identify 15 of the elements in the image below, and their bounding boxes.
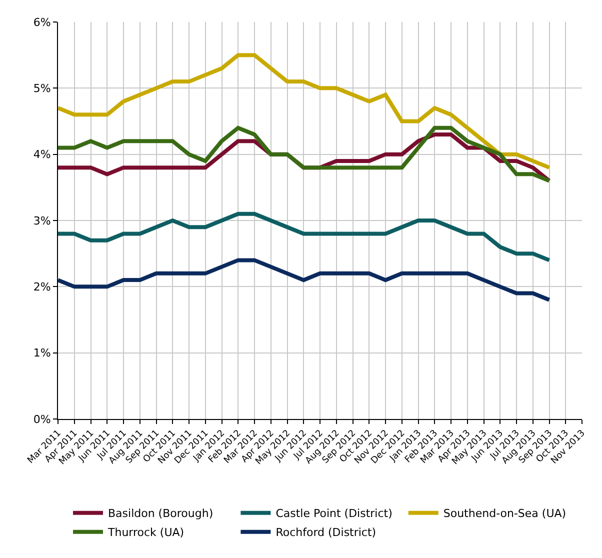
y-tick-label: 4%	[33, 148, 51, 162]
line-series	[58, 53, 552, 170]
line-series	[58, 212, 552, 262]
legend-label: Rochford (District)	[276, 526, 376, 540]
legend-label: Thurrock (UA)	[107, 526, 184, 540]
y-tick-label: 0%	[33, 412, 51, 426]
y-tick-label: 5%	[33, 82, 51, 96]
y-tick-label: 6%	[33, 16, 51, 29]
y-tick-label: 1%	[33, 346, 51, 360]
line-series	[58, 258, 552, 302]
legend-label: Castle Point (District)	[276, 507, 392, 520]
legend-label: Southend-on-Sea (UA)	[443, 507, 566, 520]
legend-label: Basildon (Borough)	[108, 507, 214, 520]
y-tick-label: 2%	[33, 280, 51, 294]
y-tick-label: 3%	[33, 214, 51, 228]
